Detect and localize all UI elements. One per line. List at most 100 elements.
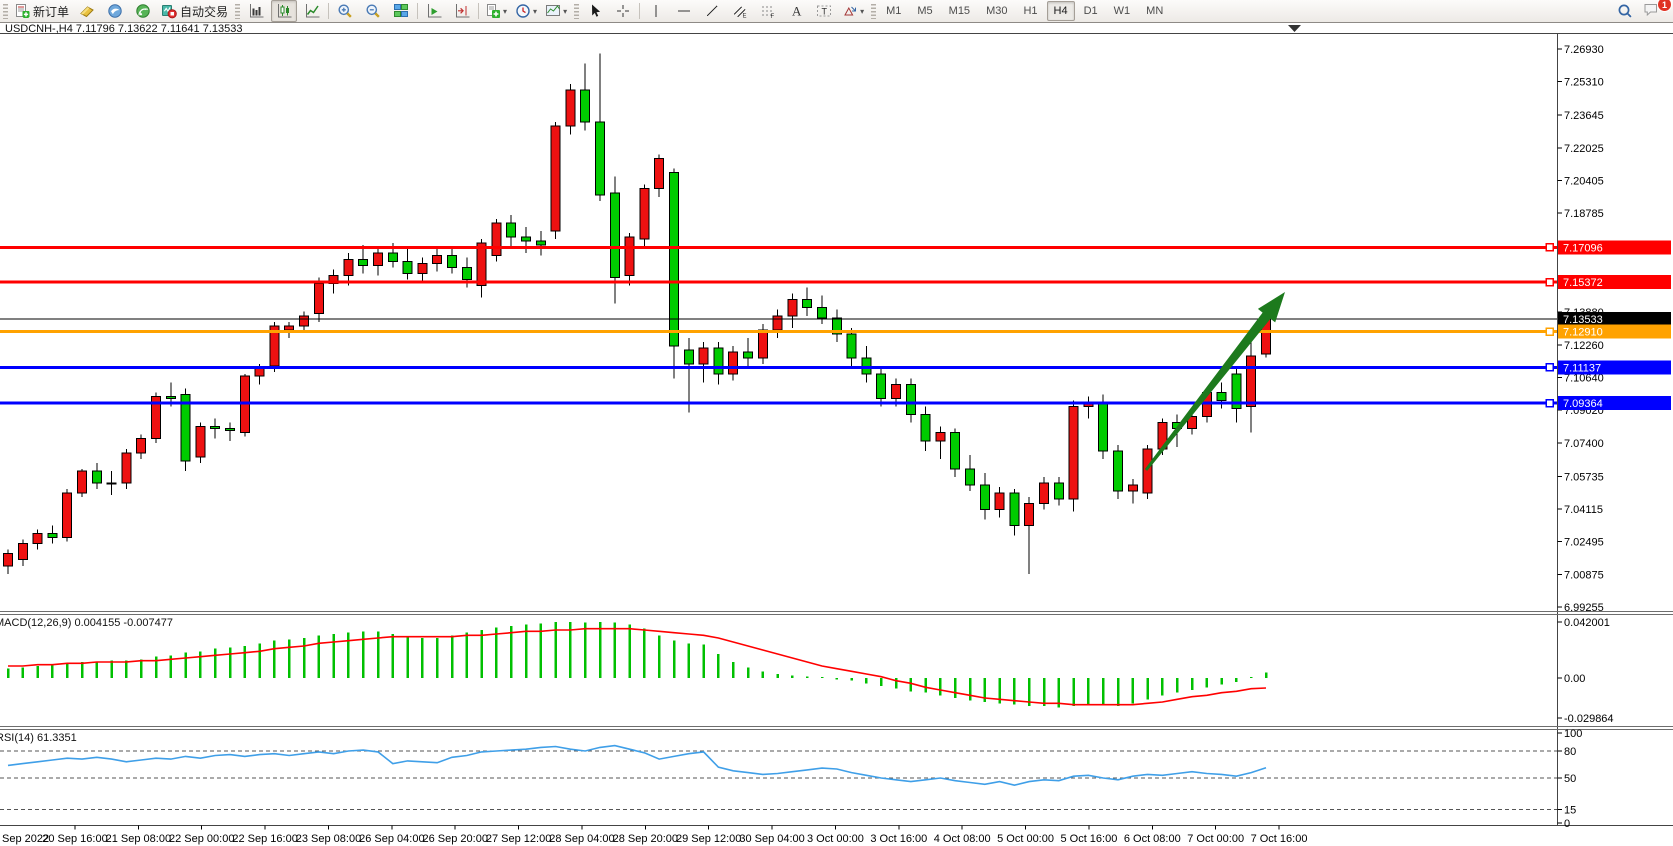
toolbar-grip[interactable] bbox=[574, 3, 580, 19]
timeframe-button-d1[interactable]: D1 bbox=[1083, 5, 1098, 17]
candle-up bbox=[1246, 355, 1257, 407]
gold-button[interactable] bbox=[74, 0, 100, 22]
price-tick-label: 7.25310 bbox=[1564, 77, 1604, 89]
shift-button[interactable] bbox=[449, 0, 475, 22]
channel-button[interactable]: E bbox=[727, 0, 753, 22]
trendline-button[interactable] bbox=[699, 0, 725, 22]
time-tick-label: 7 Oct 00:00 bbox=[1187, 833, 1244, 845]
new-order-button[interactable]: 新订单 bbox=[11, 0, 72, 22]
fibo-button[interactable]: F bbox=[755, 0, 781, 22]
toolbar-grip[interactable] bbox=[3, 3, 8, 19]
zoom-in-icon bbox=[338, 4, 352, 18]
time-tick-label: 22 Sep 16:00 bbox=[232, 833, 297, 845]
candle-up bbox=[299, 315, 309, 327]
candle-down bbox=[979, 484, 990, 510]
hline-icon bbox=[678, 10, 691, 12]
hline-handle[interactable] bbox=[1545, 327, 1554, 336]
signals-button[interactable] bbox=[130, 0, 156, 22]
timeframe-button-h1[interactable]: H1 bbox=[1023, 5, 1038, 17]
autotrade-button[interactable]: 自动交易 bbox=[158, 0, 231, 22]
time-tick-label: 28 Sep 04:00 bbox=[549, 833, 614, 845]
dropdown-arrow-icon[interactable]: ▾ bbox=[860, 6, 865, 16]
rsi-tick-label: 100 bbox=[1564, 728, 1582, 740]
messenger-button[interactable] bbox=[102, 0, 128, 22]
chat-button[interactable]: 1 bbox=[1640, 0, 1672, 22]
timeframe-button-m30[interactable]: M30 bbox=[986, 5, 1008, 17]
time-tick-label: 28 Sep 20:00 bbox=[613, 833, 678, 845]
price-tick-label: 7.10640 bbox=[1564, 372, 1604, 384]
hline-handle[interactable] bbox=[1545, 243, 1554, 252]
new-order-label: 新订单 bbox=[33, 4, 70, 19]
price-axis[interactable]: 7.26930 7.25310 7.23645 7.22025 7.20405 7.187… bbox=[1557, 44, 1672, 614]
zoom-out-icon bbox=[366, 4, 380, 18]
tile-icon bbox=[394, 4, 409, 17]
template-button[interactable]: ▾ bbox=[542, 0, 570, 22]
price-tick-label: 7.26930 bbox=[1564, 44, 1604, 56]
trend-arrow-annotation[interactable] bbox=[1144, 292, 1285, 471]
rsi-tick-label: 50 bbox=[1564, 773, 1576, 785]
price-badge-label: 7.12910 bbox=[1563, 327, 1603, 339]
hline-handle[interactable] bbox=[1545, 398, 1554, 408]
candle-up bbox=[121, 452, 132, 484]
candle-up bbox=[77, 470, 87, 494]
timeframe-button-w1[interactable]: W1 bbox=[1113, 5, 1131, 17]
main-toolbar: 新订单 自动交易 ▾ ▾ ▾ E F A T ▾ M1 M5 M15 M30 H1 H4 D1 W1 MN 1 bbox=[0, 0, 1673, 23]
candle-down bbox=[609, 192, 620, 278]
notification-badge[interactable]: 1 bbox=[1657, 0, 1672, 12]
candle-down bbox=[950, 432, 961, 470]
search-button[interactable] bbox=[1612, 0, 1638, 22]
indicators-button[interactable]: ▾ bbox=[482, 0, 510, 22]
candle-up bbox=[994, 492, 1005, 510]
dropdown-arrow-icon[interactable]: ▾ bbox=[503, 6, 508, 16]
label-tool-icon: T bbox=[817, 5, 832, 17]
price-tick-label: 7.22025 bbox=[1564, 143, 1604, 155]
candles-button[interactable] bbox=[271, 0, 298, 22]
candle-down bbox=[461, 266, 472, 280]
line-chart-button[interactable] bbox=[299, 0, 325, 22]
zoom-out-button[interactable] bbox=[360, 0, 386, 22]
timeframe-button-m15[interactable]: M15 bbox=[948, 5, 971, 17]
label-tool-button[interactable]: T bbox=[811, 0, 837, 22]
hline-button[interactable] bbox=[671, 0, 697, 22]
hline-handle[interactable] bbox=[1545, 277, 1554, 287]
timeframe-button-h4[interactable]: H4 bbox=[1046, 1, 1075, 21]
toolbar-separator bbox=[328, 3, 330, 19]
chart-title: USDCNH-,H4 7.11796 7.13622 7.11641 7.135… bbox=[5, 23, 243, 35]
shapes-button[interactable]: ▾ bbox=[839, 0, 867, 22]
hline-handle[interactable] bbox=[1545, 363, 1554, 372]
toolbar-grip[interactable] bbox=[871, 3, 877, 19]
candle-down bbox=[580, 89, 591, 123]
zoom-in-button[interactable] bbox=[332, 0, 358, 22]
crosshair-button[interactable] bbox=[610, 0, 636, 22]
periods-button[interactable]: ▾ bbox=[512, 0, 540, 22]
auto-scroll-button[interactable] bbox=[421, 0, 447, 22]
candle-up bbox=[62, 492, 73, 539]
dropdown-arrow-icon[interactable]: ▾ bbox=[533, 6, 538, 16]
candle-up bbox=[491, 222, 502, 256]
template-icon bbox=[546, 5, 561, 16]
bar-chart-button[interactable] bbox=[243, 0, 269, 22]
time-tick-label: 27 Sep 12:00 bbox=[486, 833, 551, 845]
candle-down bbox=[521, 236, 531, 242]
price-badge-label: 7.13533 bbox=[1563, 314, 1603, 326]
text-tool-button[interactable]: A bbox=[783, 0, 809, 22]
timeframe-button-m5[interactable]: M5 bbox=[917, 5, 933, 17]
dropdown-arrow-icon[interactable]: ▾ bbox=[563, 6, 568, 16]
candle-up bbox=[373, 252, 383, 266]
candle-down bbox=[905, 383, 916, 416]
price-tick-label: 7.12260 bbox=[1564, 340, 1604, 352]
timeframe-button-m1[interactable]: M1 bbox=[886, 5, 902, 17]
toolbar-grip[interactable] bbox=[235, 3, 241, 19]
rsi-tick-label: 0 bbox=[1564, 818, 1570, 830]
price-badge-label: 7.15372 bbox=[1563, 277, 1603, 289]
tile-button[interactable] bbox=[388, 0, 414, 22]
candle-up bbox=[891, 383, 901, 399]
candle-up bbox=[1127, 484, 1138, 492]
timeframe-button-mn[interactable]: MN bbox=[1146, 5, 1164, 17]
vline-button[interactable] bbox=[643, 0, 669, 22]
candle-up bbox=[254, 367, 265, 377]
cursor-button[interactable] bbox=[582, 0, 608, 22]
candle-down bbox=[180, 393, 191, 462]
